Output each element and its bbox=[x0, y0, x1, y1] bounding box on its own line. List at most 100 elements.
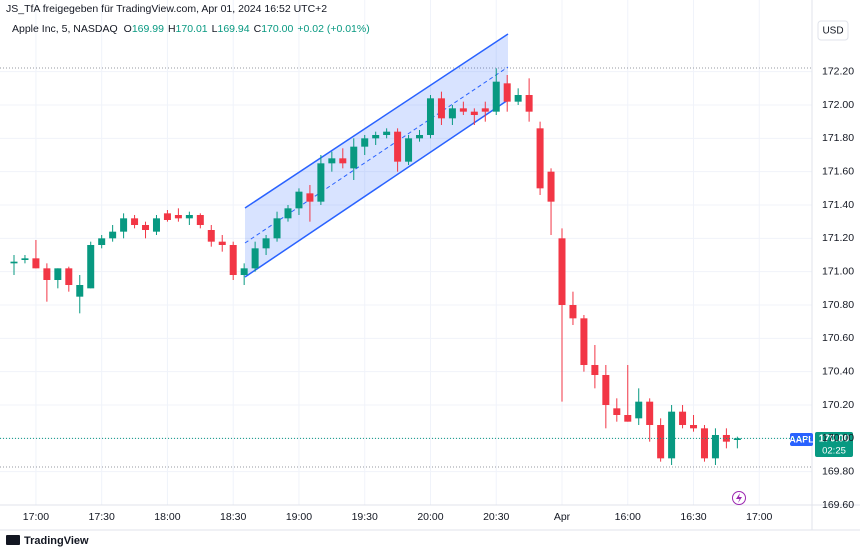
candle-body bbox=[602, 375, 610, 405]
channel-bottom bbox=[244, 99, 509, 278]
candle-body bbox=[87, 245, 95, 289]
candle-body bbox=[98, 238, 106, 245]
y-tick-label: 172.20 bbox=[822, 65, 854, 77]
legend-key: H bbox=[168, 23, 176, 35]
legend-change: +0.02 (+0.01%) bbox=[297, 23, 369, 35]
candle-body bbox=[711, 435, 719, 459]
x-tick-label: 18:00 bbox=[154, 511, 180, 523]
event-icon[interactable] bbox=[732, 491, 746, 505]
candle-body bbox=[437, 98, 445, 119]
x-tick-label: Apr bbox=[554, 511, 571, 523]
legend-key: O bbox=[124, 23, 132, 35]
candle-body bbox=[295, 191, 303, 209]
legend-key: L bbox=[212, 23, 218, 35]
candle-body bbox=[536, 128, 544, 189]
shared-by: JS_TfA freigegeben für TradingView.com, … bbox=[6, 3, 327, 15]
legend-value: 169.94 bbox=[218, 23, 250, 35]
candle-body bbox=[131, 218, 139, 225]
candle-body bbox=[251, 248, 259, 269]
y-tick-label: 171.80 bbox=[822, 132, 854, 144]
candle-body bbox=[426, 98, 434, 135]
y-tick-label: 172.00 bbox=[822, 99, 854, 111]
candle-body bbox=[229, 245, 237, 275]
candle-body bbox=[470, 111, 478, 115]
candle-body bbox=[416, 135, 424, 139]
x-tick-label: 17:30 bbox=[89, 511, 115, 523]
x-tick-label: 19:00 bbox=[286, 511, 312, 523]
candle-body bbox=[174, 215, 182, 219]
event-icon-bolt bbox=[736, 493, 742, 503]
candle-body bbox=[492, 81, 500, 112]
candle-body bbox=[142, 225, 150, 230]
y-tick-label: 170.00 bbox=[822, 432, 854, 444]
candle-body bbox=[10, 261, 18, 264]
channel-top bbox=[244, 33, 509, 209]
candle-body bbox=[679, 411, 687, 425]
x-tick-label: 20:30 bbox=[483, 511, 509, 523]
candle-body bbox=[43, 268, 51, 280]
y-tick-label: 171.00 bbox=[822, 265, 854, 277]
candle-body bbox=[350, 146, 358, 169]
candle-body bbox=[405, 138, 413, 162]
legend: Apple Inc, 5, NASDAQ O169.99 H170.01 L169.9… bbox=[12, 23, 370, 35]
currency-box[interactable] bbox=[817, 20, 849, 41]
candle-body bbox=[339, 158, 347, 164]
footer-brand: TradingView bbox=[24, 535, 89, 547]
y-tick-label: 171.40 bbox=[822, 199, 854, 211]
candle-body bbox=[657, 425, 665, 459]
y-tick-label: 170.40 bbox=[822, 365, 854, 377]
candle-body bbox=[152, 218, 160, 232]
legend-value: 169.99 bbox=[132, 23, 164, 35]
candle-body bbox=[459, 108, 467, 112]
candle-body bbox=[394, 131, 402, 162]
candle-body bbox=[328, 158, 336, 164]
y-tick-label: 171.60 bbox=[822, 165, 854, 177]
candle-body bbox=[558, 238, 566, 305]
candle-body bbox=[481, 108, 489, 112]
legend-value: 170.01 bbox=[176, 23, 208, 35]
candle-body bbox=[262, 238, 270, 249]
candle-body bbox=[284, 208, 292, 219]
candle-body bbox=[65, 268, 73, 285]
legend-key: C bbox=[254, 23, 262, 35]
candle-body bbox=[591, 365, 599, 375]
candle-body bbox=[185, 215, 193, 219]
legend-value: 170.00 bbox=[261, 23, 293, 35]
y-tick-label: 169.80 bbox=[822, 465, 854, 477]
candle-body bbox=[54, 268, 62, 280]
legend-name: Apple Inc, 5, NASDAQ bbox=[12, 23, 118, 35]
logo bbox=[6, 535, 20, 545]
candle-body bbox=[218, 241, 226, 245]
candle-body bbox=[306, 193, 314, 202]
candle-body bbox=[207, 230, 215, 242]
x-tick-label: 16:30 bbox=[680, 511, 706, 523]
candle-body bbox=[372, 135, 380, 139]
y-tick-label: 169.60 bbox=[822, 499, 854, 511]
candle-body bbox=[240, 268, 248, 275]
symbol-tag-text: AAPL bbox=[789, 434, 814, 444]
candle-body bbox=[733, 438, 741, 440]
candle-body bbox=[668, 411, 676, 459]
x-tick-label: 17:00 bbox=[23, 511, 49, 523]
candle-body bbox=[547, 171, 555, 202]
candle-body bbox=[700, 428, 708, 459]
candle-body bbox=[273, 218, 281, 239]
candle-body bbox=[32, 258, 40, 269]
y-tick-label: 170.20 bbox=[822, 399, 854, 411]
y-tick-label: 170.60 bbox=[822, 332, 854, 344]
y-tick-label: 171.20 bbox=[822, 232, 854, 244]
candle-body bbox=[76, 285, 84, 297]
price-tag-text: 170.00 bbox=[819, 434, 850, 445]
candle-body bbox=[196, 215, 204, 225]
candles bbox=[10, 68, 741, 465]
currency: USD bbox=[822, 26, 843, 37]
x-tick-label: 20:00 bbox=[417, 511, 443, 523]
candle-body bbox=[317, 163, 325, 202]
candle-body bbox=[525, 95, 533, 112]
candle-body bbox=[580, 318, 588, 365]
candle-body bbox=[624, 415, 632, 422]
candle-body bbox=[109, 231, 117, 239]
candle-body bbox=[613, 408, 621, 415]
candle-body bbox=[361, 138, 369, 147]
